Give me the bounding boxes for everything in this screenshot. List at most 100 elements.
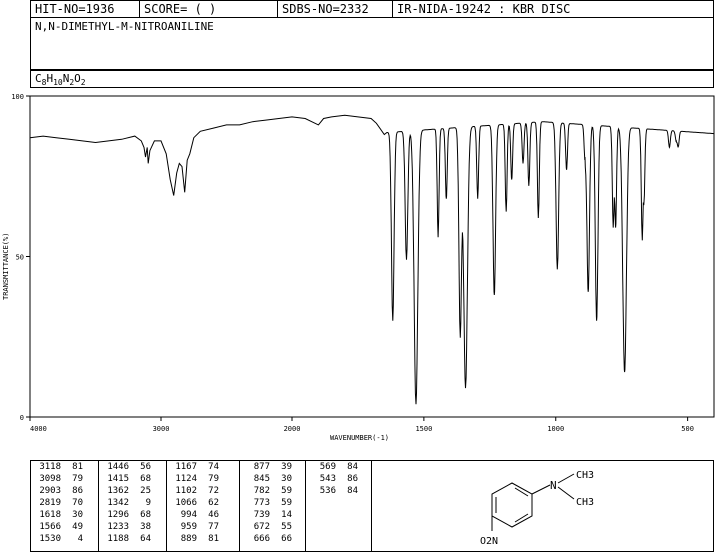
peak-wavenumber: 1415 xyxy=(107,474,129,484)
peak-wavenumber: 1618 xyxy=(39,510,61,520)
peak-transmittance: 4 xyxy=(77,534,83,544)
x-tick-label: 1500 xyxy=(415,425,432,433)
peak-row: 1066 62 xyxy=(167,497,239,509)
peak-wavenumber: 2819 xyxy=(39,498,61,508)
peak-row: 3098 79 xyxy=(31,473,98,485)
hit-no: HIT-NO=1936 xyxy=(35,2,115,16)
peak-wavenumber: 1102 xyxy=(175,486,197,496)
peak-wavenumber: 1566 xyxy=(39,522,61,532)
peak-wavenumber: 845 xyxy=(253,474,270,484)
peak-transmittance: 72 xyxy=(208,486,219,496)
header-bar: HIT-NO=1936 SCORE= ( ) SDBS-NO=2332 IR-N… xyxy=(30,0,714,18)
peak-row: 1124 79 xyxy=(167,473,239,485)
peak-wavenumber: 773 xyxy=(253,498,270,508)
peak-transmittance: 30 xyxy=(281,474,292,484)
nitro-label: O2N xyxy=(480,536,498,547)
peak-wavenumber: 1342 xyxy=(107,498,129,508)
peak-wavenumber: 877 xyxy=(253,462,270,472)
peak-transmittance: 59 xyxy=(281,486,292,496)
compound-name-box: N,N-DIMETHYL-M-NITROANILINE xyxy=(30,18,714,70)
ir-spectrum-chart: 0 50 100 4000 3000 2000 1500 1000 500 TRANSMITT… xyxy=(2,93,715,442)
x-tick-label: 500 xyxy=(681,425,694,433)
peak-wavenumber: 782 xyxy=(253,486,270,496)
x-tick-label: 1000 xyxy=(547,425,564,433)
peak-wavenumber: 889 xyxy=(180,534,197,544)
peak-row: 666 66 xyxy=(240,533,305,545)
molecule-structure: N CH3 CH3 O2N xyxy=(480,470,594,547)
peak-transmittance: 86 xyxy=(347,474,358,484)
peak-transmittance: 84 xyxy=(347,486,358,496)
sdbs-no: SDBS-NO=2332 xyxy=(282,2,369,16)
peak-row: 877 39 xyxy=(240,461,305,473)
peak-transmittance: 79 xyxy=(72,474,83,484)
peak-row: 739 14 xyxy=(240,509,305,521)
peak-row: 889 81 xyxy=(167,533,239,545)
peak-wavenumber: 994 xyxy=(180,510,197,520)
peak-column: 1446 56 1415 68 1362 25 1342 9 1296 68 1233 38 1188 6… xyxy=(99,461,167,551)
y-axis-label: TRANSMITTANCE(%) xyxy=(2,233,10,300)
peak-wavenumber: 1124 xyxy=(175,474,197,484)
peak-row: 1618 30 xyxy=(31,509,98,521)
methyl-label-top: CH3 xyxy=(576,470,594,481)
peak-wavenumber: 2903 xyxy=(39,486,61,496)
peak-wavenumber: 1233 xyxy=(107,522,129,532)
peak-wavenumber: 1066 xyxy=(175,498,197,508)
peak-row: 1530 4 xyxy=(31,533,98,545)
peak-transmittance: 84 xyxy=(347,462,358,472)
peak-wavenumber: 1188 xyxy=(107,534,129,544)
peak-transmittance: 68 xyxy=(140,510,151,520)
peak-transmittance: 86 xyxy=(72,486,83,496)
peak-row: 543 86 xyxy=(306,473,373,485)
y-ticks: 0 50 100 xyxy=(11,93,30,422)
peak-transmittance: 46 xyxy=(208,510,219,520)
peak-transmittance: 81 xyxy=(72,462,83,472)
peak-row: 2903 86 xyxy=(31,485,98,497)
peak-transmittance: 25 xyxy=(140,486,151,496)
molecular-formula: C8H10N2O2 xyxy=(35,72,86,88)
peak-row: 672 55 xyxy=(240,521,305,533)
peak-row: 773 59 xyxy=(240,497,305,509)
peak-row: 1233 38 xyxy=(99,521,166,533)
spectrum-line xyxy=(29,114,714,405)
peak-wavenumber: 666 xyxy=(253,534,270,544)
peak-wavenumber: 1296 xyxy=(107,510,129,520)
peak-transmittance: 14 xyxy=(281,510,292,520)
peak-row: 994 46 xyxy=(167,509,239,521)
peak-wavenumber: 672 xyxy=(253,522,270,532)
peak-table: 3118 81 3098 79 2903 86 2819 70 1618 30 1566 49 1530… xyxy=(30,460,372,552)
peak-transmittance: 59 xyxy=(281,498,292,508)
peak-transmittance: 77 xyxy=(208,522,219,532)
peak-transmittance: 55 xyxy=(281,522,292,532)
peak-wavenumber: 1530 xyxy=(39,534,61,544)
peak-row: 1188 64 xyxy=(99,533,166,545)
peak-wavenumber: 536 xyxy=(319,486,336,496)
peak-wavenumber: 3098 xyxy=(39,474,61,484)
header-divider xyxy=(277,1,278,17)
peak-transmittance: 39 xyxy=(281,462,292,472)
peak-row: 1102 72 xyxy=(167,485,239,497)
peak-row: 1446 56 xyxy=(99,461,166,473)
peak-row: 569 84 xyxy=(306,461,373,473)
benzene-ring xyxy=(491,473,575,531)
peak-row: 1566 49 xyxy=(31,521,98,533)
x-tick-label: 3000 xyxy=(153,425,170,433)
peak-transmittance: 66 xyxy=(281,534,292,544)
structure-box: N CH3 CH3 O2N xyxy=(372,460,714,552)
peak-row: 536 84 xyxy=(306,485,373,497)
peak-transmittance: 79 xyxy=(208,474,219,484)
peak-wavenumber: 1167 xyxy=(175,462,197,472)
x-ticks: 4000 3000 2000 1500 1000 500 xyxy=(29,417,694,433)
x-axis-label: WAVENUMBER(-1) xyxy=(330,434,389,442)
peak-wavenumber: 1362 xyxy=(107,486,129,496)
compound-name: N,N-DIMETHYL-M-NITROANILINE xyxy=(35,20,214,33)
peak-transmittance: 49 xyxy=(72,522,83,532)
peak-column: 569 84 543 86 536 84 xyxy=(306,461,373,551)
score: SCORE= ( ) xyxy=(144,2,217,16)
y-tick-label: 0 xyxy=(20,414,24,422)
peak-row: 1415 68 xyxy=(99,473,166,485)
peak-transmittance: 68 xyxy=(140,474,151,484)
peak-column: 1167 74 1124 79 1102 72 1066 62 994 46 959 77 889 81 xyxy=(167,461,240,551)
peak-transmittance: 56 xyxy=(140,462,151,472)
methyl-label-bottom: CH3 xyxy=(576,497,594,508)
peak-row: 1342 9 xyxy=(99,497,166,509)
